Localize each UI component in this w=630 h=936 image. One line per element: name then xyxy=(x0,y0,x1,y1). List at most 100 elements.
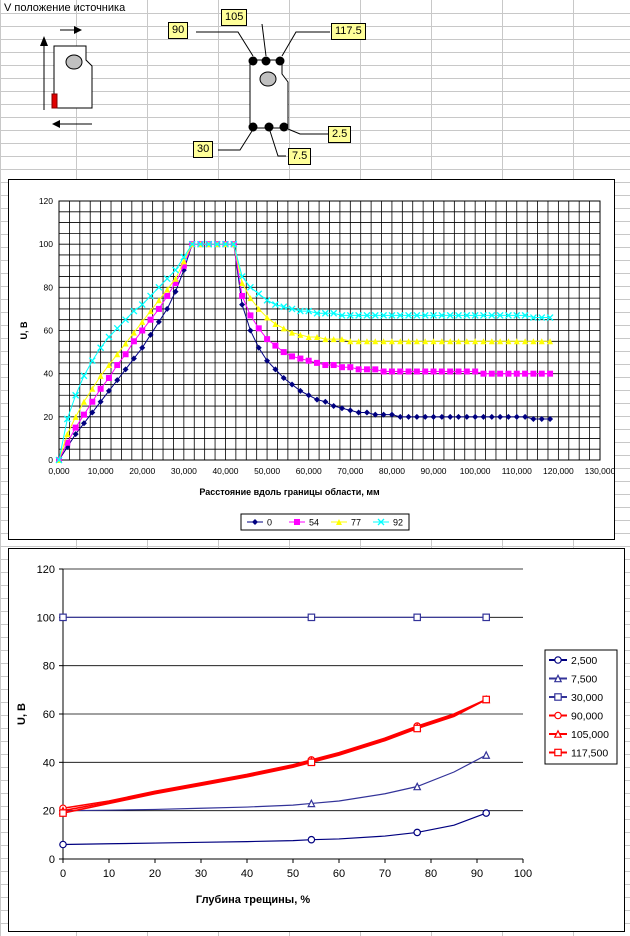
x-axis-label: Глубина трещины, % xyxy=(196,894,310,906)
data-point-54 xyxy=(363,366,370,373)
data-point-54 xyxy=(280,349,287,356)
x-tick-label: 60,000 xyxy=(296,466,322,476)
callout-30: 30 xyxy=(193,141,214,158)
data-point-0 xyxy=(538,415,545,422)
probe-point-90 xyxy=(248,56,258,66)
data-point-92 xyxy=(296,307,304,315)
data-point-77 xyxy=(322,336,329,343)
y-tick-label: 80 xyxy=(43,661,55,673)
x-tick-label: 20,000 xyxy=(129,466,155,476)
data-point-77 xyxy=(513,338,520,345)
legend-entry-label: 105,000 xyxy=(571,729,609,741)
data-point-77 xyxy=(430,338,437,345)
data-point-0 xyxy=(388,411,395,418)
data-point-7,500 xyxy=(413,781,422,791)
data-point-54 xyxy=(488,370,495,377)
data-point-92 xyxy=(130,307,138,315)
data-point-0 xyxy=(280,374,287,381)
data-point-0 xyxy=(355,409,362,416)
data-point-117,500 xyxy=(307,758,316,767)
leader-117-5 xyxy=(281,31,330,57)
y-tick-label: 60 xyxy=(44,326,54,336)
data-point-54 xyxy=(380,368,387,375)
data-point-0 xyxy=(289,381,296,388)
data-point-54 xyxy=(89,398,96,405)
data-point-92 xyxy=(504,311,512,319)
data-point-77 xyxy=(547,338,554,345)
plate-hole xyxy=(259,71,277,87)
data-point-92 xyxy=(413,311,421,319)
data-point-54 xyxy=(180,262,187,269)
data-point-30,000 xyxy=(59,613,67,622)
legend-marker xyxy=(554,693,562,701)
callout-7-5: 7.5 xyxy=(288,148,312,165)
data-point-54 xyxy=(430,368,437,375)
data-point-77 xyxy=(180,258,187,265)
data-point-92 xyxy=(446,311,454,319)
data-point-77 xyxy=(480,338,487,345)
data-point-92 xyxy=(421,311,429,319)
callout-90: 90 xyxy=(168,22,189,39)
x-tick-label: 100 xyxy=(514,868,532,880)
data-point-0 xyxy=(80,420,87,427)
data-point-54 xyxy=(255,325,262,332)
data-point-77 xyxy=(305,333,312,340)
data-point-0 xyxy=(122,366,129,373)
legend-entry-label: 90,000 xyxy=(571,711,603,723)
data-point-0 xyxy=(513,413,520,420)
data-point-77 xyxy=(397,338,404,345)
data-point-7,500 xyxy=(307,798,316,808)
data-point-77 xyxy=(355,338,362,345)
x-tick-label: 40 xyxy=(241,868,253,880)
data-point-92 xyxy=(138,301,146,309)
data-point-92 xyxy=(88,357,96,365)
data-point-92 xyxy=(346,311,354,319)
data-point-77 xyxy=(280,325,287,332)
data-point-77 xyxy=(347,338,354,345)
data-point-54 xyxy=(388,368,395,375)
data-point-54 xyxy=(72,424,79,431)
data-point-54 xyxy=(497,370,504,377)
y-tick-label: 40 xyxy=(44,369,54,379)
y-tick-label: 0 xyxy=(48,455,53,465)
data-point-30,000 xyxy=(413,613,422,622)
data-point-92 xyxy=(271,301,279,309)
data-point-77 xyxy=(338,336,345,343)
y-tick-label: 80 xyxy=(44,282,54,292)
data-point-0 xyxy=(413,413,420,420)
data-point-54 xyxy=(289,353,296,360)
x-tick-label: 50 xyxy=(287,868,299,880)
data-point-54 xyxy=(122,351,129,358)
data-point-0 xyxy=(505,413,512,420)
data-point-92 xyxy=(147,292,155,300)
data-point-77 xyxy=(147,308,154,315)
data-point-92 xyxy=(488,311,496,319)
data-point-54 xyxy=(522,370,529,377)
data-point-117,500 xyxy=(59,809,67,817)
data-point-54 xyxy=(438,368,445,375)
x-tick-label: 70,000 xyxy=(337,466,363,476)
chart-voltage-vs-distance: 0,000 10,000 20,000 30,000 40,000 50,000 60,00… xyxy=(8,179,616,540)
data-point-92 xyxy=(180,253,188,261)
data-point-92 xyxy=(438,311,446,319)
data-point-77 xyxy=(114,351,121,358)
data-point-77 xyxy=(155,297,162,304)
data-point-0 xyxy=(264,357,271,364)
data-point-54 xyxy=(247,312,254,319)
data-point-77 xyxy=(330,336,337,343)
source-position-diagram xyxy=(40,23,330,157)
legend-marker xyxy=(377,518,385,526)
data-point-92 xyxy=(455,311,462,319)
data-point-0 xyxy=(338,405,345,412)
data-point-77 xyxy=(447,338,454,345)
x-tick-label: 30 xyxy=(195,868,207,880)
data-point-92 xyxy=(430,311,437,319)
chart-2-svg: 0 20 40 60 80 100 120 0 10 20 30 40 50 60 70 80 90 100 Глу… xyxy=(16,564,618,906)
callout-2-5: 2.5 xyxy=(328,126,352,143)
arrow-left-icon xyxy=(52,120,60,128)
series-line-117,500 xyxy=(62,698,487,814)
data-point-0 xyxy=(272,366,279,373)
data-point-0 xyxy=(363,409,370,416)
data-point-92 xyxy=(230,240,238,248)
legend-box xyxy=(544,649,618,765)
